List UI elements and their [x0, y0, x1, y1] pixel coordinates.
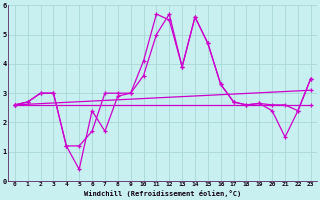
X-axis label: Windchill (Refroidissement éolien,°C): Windchill (Refroidissement éolien,°C): [84, 190, 242, 197]
